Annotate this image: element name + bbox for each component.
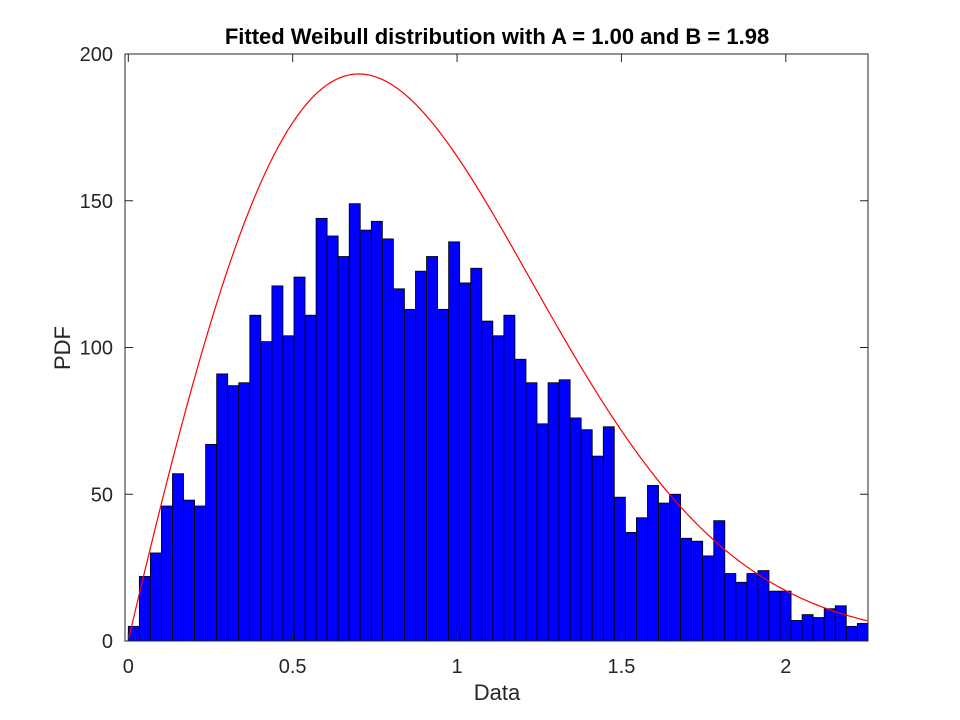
- histogram-bar: [724, 573, 737, 642]
- histogram-bar: [492, 335, 505, 642]
- histogram-bar: [293, 276, 306, 642]
- histogram-bar: [426, 256, 438, 642]
- histogram-bar: [194, 505, 207, 642]
- chart-title: Fitted Weibull distribution with A = 1.0…: [225, 24, 769, 49]
- x-tick-label: 1.5: [608, 656, 636, 678]
- histogram-bar: [680, 537, 693, 642]
- histogram-bar: [768, 590, 781, 642]
- histogram-bar: [448, 241, 461, 642]
- histogram-bar: [812, 617, 825, 642]
- y-tick-label: 0: [102, 631, 113, 653]
- histogram-bar: [149, 552, 162, 642]
- histogram-bar: [558, 379, 571, 642]
- histogram-bar: [437, 308, 450, 642]
- histogram-bar: [790, 620, 803, 642]
- histogram-bar: [326, 235, 339, 642]
- histogram-bar: [216, 373, 229, 642]
- x-tick-label: 0.5: [279, 656, 307, 678]
- histogram-bar: [613, 496, 626, 642]
- histogram-bar: [735, 581, 748, 642]
- histogram-bar: [172, 473, 184, 642]
- x-tick-label: 1: [451, 656, 462, 678]
- histogram-bar: [525, 382, 538, 642]
- histogram-bar: [227, 385, 240, 642]
- y-tick-label: 50: [91, 484, 113, 506]
- histogram-bar: [348, 203, 361, 642]
- histogram-bar: [470, 267, 483, 642]
- histogram-bar: [161, 505, 173, 642]
- y-tick-label: 100: [80, 338, 113, 360]
- histogram-bar: [249, 314, 262, 642]
- histogram-bar: [459, 282, 472, 642]
- histogram-bar: [183, 499, 195, 642]
- y-tick-label: 150: [80, 191, 113, 213]
- histogram-bars: [127, 203, 869, 642]
- histogram-bar: [415, 270, 427, 642]
- y-axis-label: PDF: [50, 326, 75, 370]
- histogram-bar: [702, 555, 715, 642]
- histogram-bar: [591, 455, 604, 642]
- histogram-bar: [856, 622, 869, 642]
- histogram-bar: [757, 570, 770, 642]
- histogram-bar: [370, 220, 383, 642]
- histogram-bar: [834, 605, 847, 642]
- x-tick-label: 0: [123, 656, 134, 678]
- histogram-bar: [392, 288, 405, 642]
- histogram-bar: [636, 517, 648, 642]
- histogram-bar: [238, 382, 251, 642]
- x-axis-label: Data: [474, 680, 521, 705]
- histogram-bar: [260, 341, 273, 642]
- weibull-fit-curve: [128, 73, 868, 639]
- histogram-bar: [514, 358, 527, 642]
- histogram-bar: [536, 423, 549, 642]
- histogram-bar: [547, 382, 560, 642]
- histogram-bar: [359, 229, 372, 642]
- histogram-bar: [315, 217, 328, 642]
- histogram-bar: [381, 238, 394, 642]
- histogram-bar: [404, 308, 416, 642]
- axis-ticks: [125, 53, 868, 642]
- histogram-bar: [669, 493, 682, 642]
- histogram-bar: [658, 502, 670, 642]
- histogram-bar: [271, 285, 284, 642]
- histogram-bar: [580, 429, 593, 642]
- histogram-bar: [481, 320, 494, 642]
- histogram-bar: [713, 520, 726, 642]
- histogram-bar: [304, 314, 317, 642]
- histogram-bar: [282, 335, 295, 642]
- histogram-bar: [801, 614, 814, 642]
- histogram-bar: [691, 540, 704, 642]
- y-tick-label: 200: [80, 44, 113, 66]
- y-tick-labels: 0 50 100 150 200: [80, 44, 113, 653]
- x-tick-labels: 0 0.5 1 1.5 2: [123, 656, 792, 678]
- histogram-bar: [746, 573, 759, 642]
- histogram-bar: [823, 608, 836, 642]
- histogram-bar: [503, 314, 516, 642]
- histogram-bar: [569, 417, 582, 642]
- histogram-bar: [624, 532, 637, 642]
- histogram-bar: [647, 485, 659, 642]
- x-tick-label: 2: [780, 656, 791, 678]
- histogram-bar: [845, 625, 858, 642]
- histogram-bar: [337, 256, 350, 642]
- histogram-bar: [205, 443, 218, 642]
- histogram-bar: [602, 426, 615, 642]
